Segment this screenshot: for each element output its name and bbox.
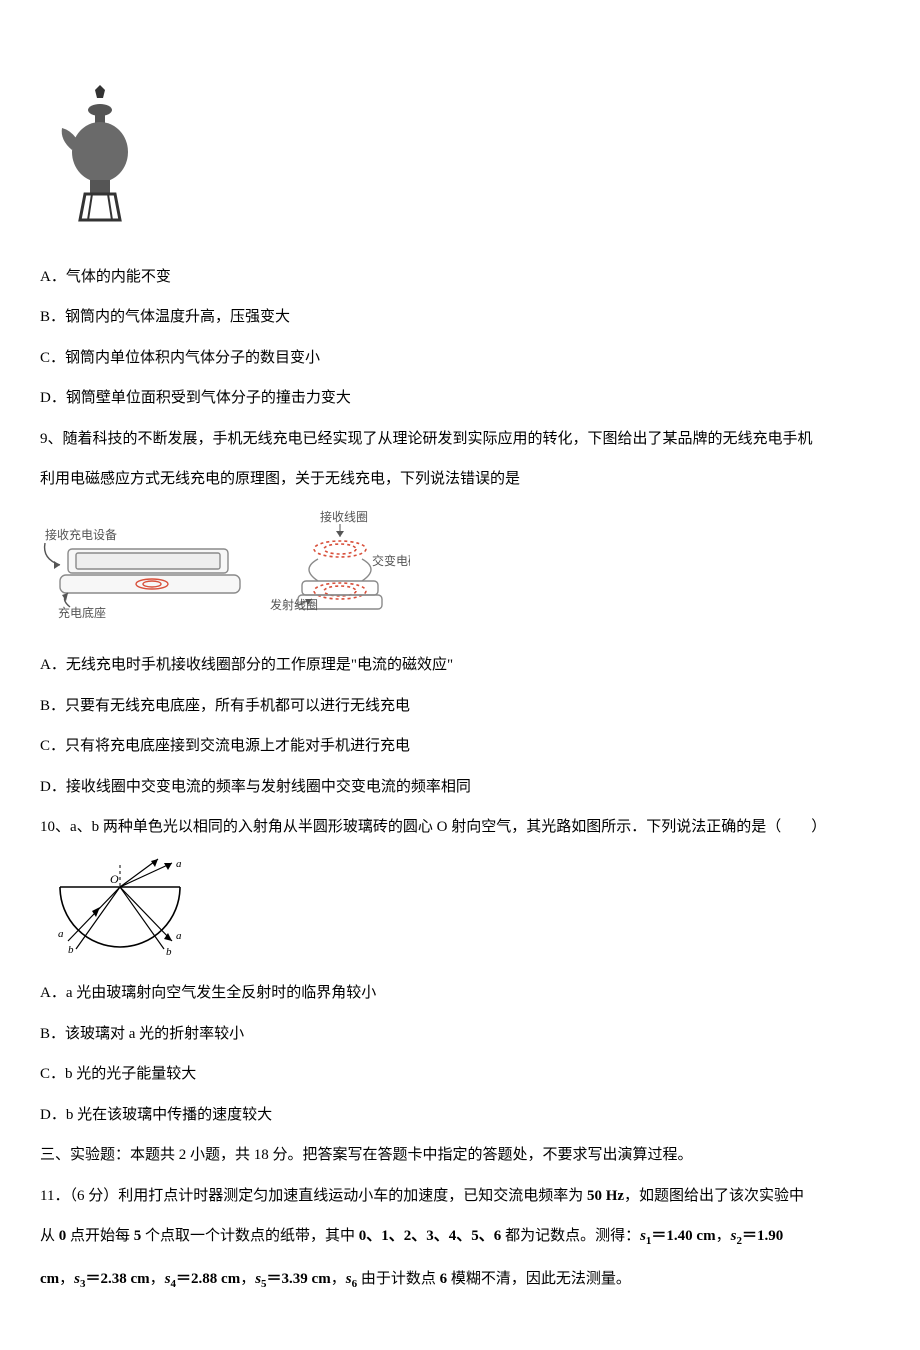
q11-l3i: ＝2.88 cm	[176, 1271, 240, 1287]
label-a-left: a	[58, 928, 64, 940]
label-b-left: b	[68, 944, 74, 956]
q11-line1: 11．（6 分）利用打点计时器测定匀加速直线运动小车的加速度，已知交流电频率为 …	[40, 1185, 880, 1208]
q11-l3a: cm	[40, 1271, 59, 1287]
q9-choice-d: D．接收线圈中交变电流的频率与发射线圈中交变电流的频率相同	[40, 776, 880, 799]
q-prev-choice-d: D．钢筒壁单位面积受到气体分子的撞击力变大	[40, 387, 880, 410]
q9-choice-b: B．只要有无线充电底座，所有手机都可以进行无线充电	[40, 695, 880, 718]
label-field: 交变电磁场	[372, 553, 410, 568]
wireless-charging-icon: 接收充电设备 充电底座 接收线圈	[40, 509, 410, 629]
q9-choice-a: A．无线充电时手机接收线圈部分的工作原理是"电流的磁效应"	[40, 654, 880, 677]
q10-stem: 10、a、b 两种单色光以相同的入射角从半圆形玻璃砖的圆心 O 射向空气，其光路…	[40, 816, 880, 839]
q11-l3n: ，	[331, 1271, 346, 1287]
q11-l2f: 0、1、2、3、4、5、6	[359, 1228, 502, 1244]
q11-l1c: ，如题图给出了该次实验中	[624, 1188, 804, 1204]
label-b-right: b	[166, 946, 172, 957]
label-a-right: a	[176, 930, 182, 942]
q11-l3s: 模糊不清，因此无法测量。	[447, 1271, 631, 1287]
q11-l2g: 都为记数点。测得：	[501, 1228, 640, 1244]
label-o: O	[110, 872, 119, 886]
q11-l2j: ＝1.40 cm	[651, 1228, 715, 1244]
figure-semicircle-glass: O a a b a b	[40, 857, 880, 965]
q9-stem-line2: 利用电磁感应方式无线充电的原理图，关于无线充电，下列说法错误的是	[40, 468, 880, 491]
label-rx-device: 接收充电设备	[45, 527, 117, 542]
page: A．气体的内能不变 B．钢筒内的气体温度升高，压强变大 C．钢筒内单位体积内气体…	[0, 0, 920, 1350]
figure-wireless-charging: 接收充电设备 充电底座 接收线圈	[40, 509, 880, 637]
q11-l2k: ，	[716, 1228, 731, 1244]
q11-l3f: ，	[150, 1271, 165, 1287]
q11-l1b: 50 Hz	[587, 1188, 624, 1204]
fire-piston-icon	[40, 80, 160, 240]
q-prev-choice-c: C．钢筒内单位体积内气体分子的数目变小	[40, 347, 880, 370]
q10-choice-a: A．a 光由玻璃射向空气发生全反射时的临界角较小	[40, 982, 880, 1005]
label-a-top: a	[176, 858, 182, 870]
q11-l3m: ＝3.39 cm	[267, 1271, 331, 1287]
q11-l2c: 点开始每	[66, 1228, 134, 1244]
label-base: 充电底座	[58, 605, 106, 620]
q-prev-choice-b: B．钢筒内的气体温度升高，压强变大	[40, 306, 880, 329]
q11-l2n: ＝1.90	[742, 1228, 783, 1244]
q11-l2a: 从	[40, 1228, 59, 1244]
figure-fire-piston	[40, 80, 880, 248]
q11-l3q: 由于计数点	[357, 1271, 440, 1287]
semicircle-glass-icon: O a a b a b	[40, 857, 200, 957]
q9-stem-line1: 9、随着科技的不断发展，手机无线充电已经实现了从理论研发到实际应用的转化，下图给…	[40, 428, 880, 451]
q11-l2e: 个点取一个计数点的纸带，其中	[141, 1228, 359, 1244]
q11-l3e: ＝2.38 cm	[86, 1271, 150, 1287]
q11-line3: cm，s3＝2.38 cm，s4＝2.88 cm，s5＝3.39 cm，s6 由…	[40, 1268, 880, 1293]
q11-l3b: ，	[59, 1271, 74, 1287]
q11-l3j: ，	[240, 1271, 255, 1287]
q11-l3r: 6	[440, 1271, 448, 1287]
label-rx-coil: 接收线圈	[320, 509, 368, 524]
q9-choice-c: C．只有将充电底座接到交流电源上才能对手机进行充电	[40, 735, 880, 758]
section3-heading: 三、实验题：本题共 2 小题，共 18 分。把答案写在答题卡中指定的答题处，不要…	[40, 1144, 880, 1167]
q10-choice-d: D．b 光在该玻璃中传播的速度较大	[40, 1104, 880, 1127]
q11-line2: 从 0 点开始每 5 个点取一个计数点的纸带，其中 0、1、2、3、4、5、6 …	[40, 1225, 880, 1250]
q10-choice-b: B．该玻璃对 a 光的折射率较小	[40, 1023, 880, 1046]
q-prev-choice-a: A．气体的内能不变	[40, 266, 880, 289]
q11-l1a: 11．（6 分）利用打点计时器测定匀加速直线运动小车的加速度，已知交流电频率为	[40, 1188, 587, 1204]
q10-choice-c: C．b 光的光子能量较大	[40, 1063, 880, 1086]
